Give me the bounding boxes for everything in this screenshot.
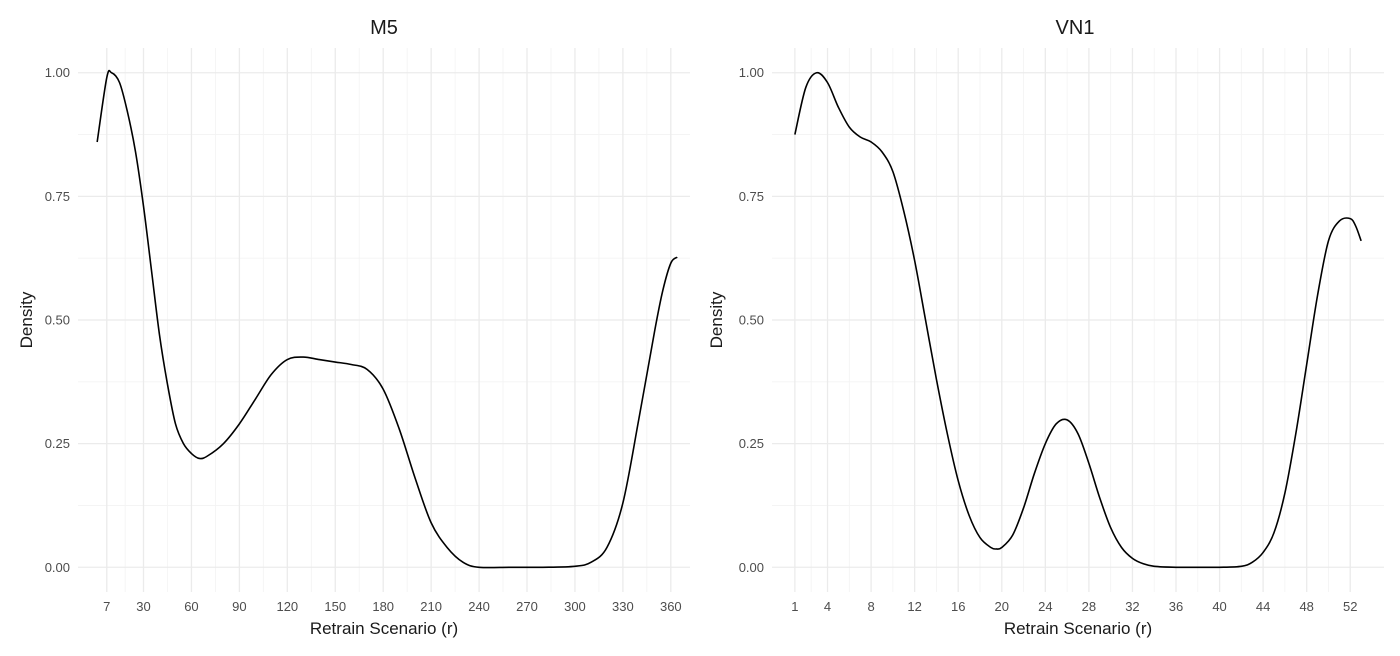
x-tick-label: 52 [1343, 599, 1357, 614]
density-line [96, 69, 678, 569]
x-tick-label: 210 [420, 599, 442, 614]
x-axis-title: Retrain Scenario (r) [1004, 619, 1152, 638]
x-tick-label: 48 [1299, 599, 1313, 614]
x-tick-label: 12 [907, 599, 921, 614]
y-tick-label: 0.75 [45, 189, 70, 204]
y-tick-label: 0.50 [739, 313, 764, 328]
y-tick-label: 1.00 [45, 65, 70, 80]
y-tick-label: 0.75 [739, 189, 764, 204]
density-line [794, 71, 1362, 569]
x-tick-label: 270 [516, 599, 538, 614]
x-tick-label: 60 [184, 599, 198, 614]
y-tick-label: 0.00 [739, 560, 764, 575]
y-axis-title: Density [17, 291, 36, 348]
x-tick-label: 360 [660, 599, 682, 614]
panel-title: VN1 [1056, 17, 1095, 39]
x-tick-label: 150 [324, 599, 346, 614]
x-tick-label: 36 [1169, 599, 1183, 614]
x-tick-label: 40 [1212, 599, 1226, 614]
x-tick-label: 20 [995, 599, 1009, 614]
x-tick-label: 44 [1256, 599, 1270, 614]
x-tick-label: 300 [564, 599, 586, 614]
x-axis-title: Retrain Scenario (r) [310, 619, 458, 638]
panel-title: M5 [370, 17, 398, 39]
x-tick-label: 90 [232, 599, 246, 614]
y-tick-label: 0.00 [45, 560, 70, 575]
y-tick-label: 0.25 [45, 436, 70, 451]
y-axis-title: Density [707, 291, 726, 348]
x-tick-label: 8 [867, 599, 874, 614]
y-tick-label: 0.50 [45, 313, 70, 328]
x-tick-label: 7 [103, 599, 110, 614]
x-tick-label: 24 [1038, 599, 1052, 614]
y-tick-label: 0.25 [739, 436, 764, 451]
x-tick-label: 4 [824, 599, 831, 614]
x-tick-label: 120 [276, 599, 298, 614]
x-tick-label: 32 [1125, 599, 1139, 614]
panel-0: 7 30 60 90 120 150 180 210 240 270 300 330 360 0.00 0.… [17, 17, 690, 638]
x-tick-label: 330 [612, 599, 634, 614]
x-tick-label: 30 [136, 599, 150, 614]
y-tick-label: 1.00 [739, 65, 764, 80]
x-tick-label: 28 [1082, 599, 1096, 614]
panel-1: 1 4 8 12 16 20 24 28 32 36 40 44 48 520.000.250.500.7… [707, 17, 1384, 638]
x-tick-label: 240 [468, 599, 490, 614]
x-tick-label: 1 [791, 599, 798, 614]
x-tick-label: 180 [372, 599, 394, 614]
x-tick-label: 16 [951, 599, 965, 614]
